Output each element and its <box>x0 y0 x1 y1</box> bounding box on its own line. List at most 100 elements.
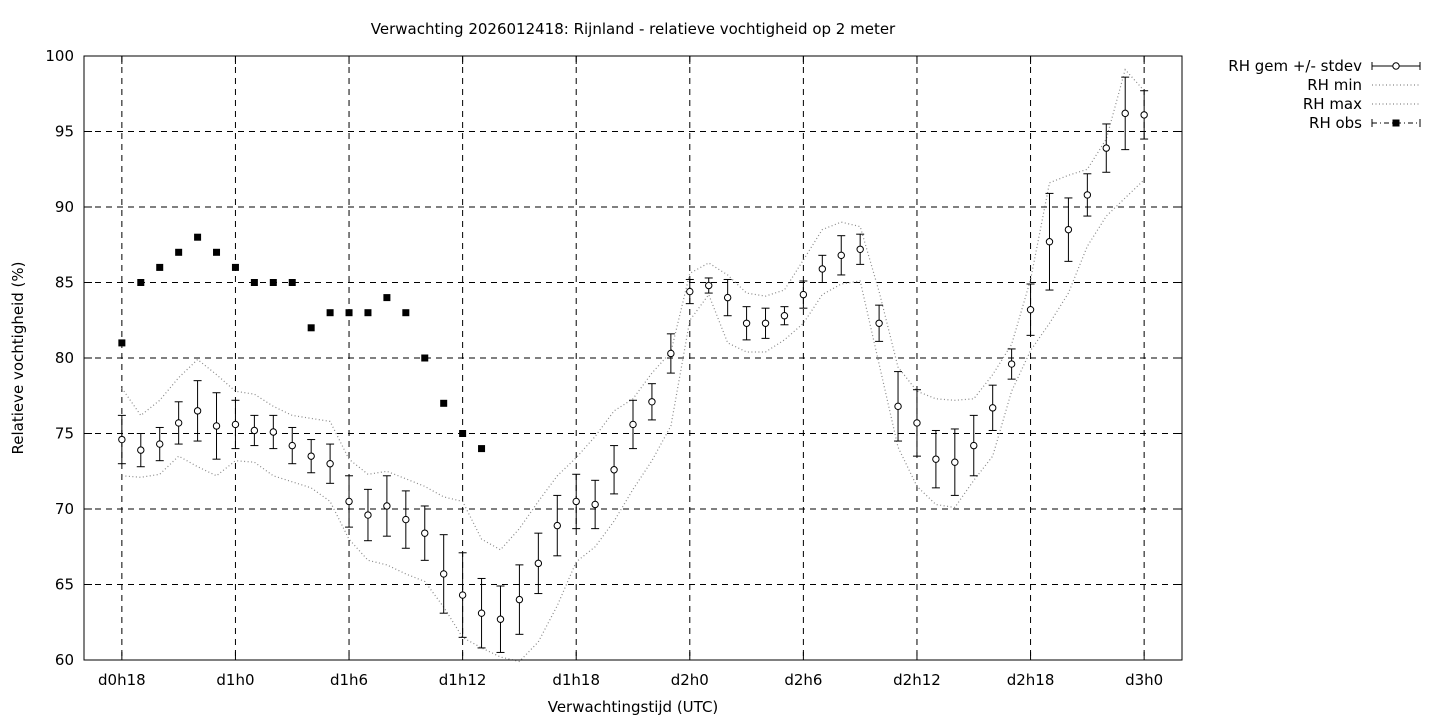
mean-point <box>383 502 391 510</box>
x-tick-label: d2h18 <box>1007 671 1055 689</box>
obs-point <box>402 309 410 317</box>
mean-point <box>212 422 221 430</box>
obs-point <box>326 309 334 317</box>
axis-ticks: 60 65 70 75 80 85 90 95 100 d0h18 d1h0 d1h6 d1h12 d1h… <box>45 47 1182 689</box>
mean-point <box>629 420 637 429</box>
mean-point <box>1102 144 1110 152</box>
mean-point <box>648 398 656 406</box>
obs-point <box>213 248 221 256</box>
y-tick-label: 60 <box>55 651 74 669</box>
mean-point <box>534 559 543 568</box>
series-layer <box>117 68 1149 663</box>
obs-point <box>478 445 486 453</box>
y-tick-label: 90 <box>55 198 74 216</box>
mean-point <box>439 570 448 578</box>
mean-point <box>553 521 561 530</box>
mean-point <box>137 446 145 454</box>
obs-point <box>137 279 145 286</box>
mean-point <box>118 435 126 444</box>
chart-title: Verwachting 2026012418: Rijnland - relat… <box>371 20 896 38</box>
y-tick-label: 75 <box>55 425 74 443</box>
mean-point <box>1064 225 1073 234</box>
legend-label: RH max <box>1303 95 1362 113</box>
mean-point <box>515 595 524 604</box>
obs-point <box>194 233 202 241</box>
obs-point <box>459 430 467 437</box>
mean-point <box>307 452 315 460</box>
obs-point <box>364 309 372 317</box>
mean-point <box>572 497 580 506</box>
mean-point <box>932 455 940 463</box>
obs-point <box>307 324 315 332</box>
mean-point <box>818 265 827 273</box>
mean-point <box>761 319 770 327</box>
legend-label: RH gem +/- stdev <box>1228 57 1362 75</box>
obs-point <box>345 309 353 317</box>
grid <box>84 56 1182 660</box>
mean-point <box>913 419 921 427</box>
mean-point <box>591 500 599 509</box>
mean-point <box>326 460 334 468</box>
mean-point <box>364 511 372 519</box>
mean-point <box>742 319 751 327</box>
obs-point <box>440 399 448 407</box>
obs-point <box>156 263 164 271</box>
mean-point <box>402 515 410 524</box>
mean-point <box>951 458 959 466</box>
mean-point <box>477 609 486 617</box>
mean-point <box>1083 191 1092 199</box>
x-tick-label: d2h6 <box>784 671 822 689</box>
x-tick-label: d2h12 <box>893 671 941 689</box>
mean-point <box>193 407 202 415</box>
mean-point <box>1121 109 1129 118</box>
legend-label: RH obs <box>1309 114 1362 132</box>
mean-point <box>667 349 675 358</box>
x-tick-label: d1h0 <box>216 671 254 689</box>
y-axis-label: Relatieve vochtigheid (%) <box>9 261 27 454</box>
legend-swatch-marker <box>1392 62 1400 70</box>
mean-point <box>988 404 997 412</box>
mean-point <box>250 426 259 435</box>
mean-point <box>1007 360 1016 368</box>
mean-point <box>1140 111 1148 119</box>
mean-point <box>970 441 978 450</box>
x-axis-label: Verwachtingstijd (UTC) <box>548 698 719 716</box>
y-tick-label: 85 <box>55 274 74 292</box>
plot-frame <box>83 55 1183 661</box>
mean-point <box>856 245 864 253</box>
y-tick-label: 80 <box>55 349 74 367</box>
mean-point <box>174 419 183 427</box>
mean-point <box>458 591 467 599</box>
x-tick-label: d3h0 <box>1125 671 1163 689</box>
obs-point <box>250 279 258 286</box>
mean-point <box>799 290 808 299</box>
mean-point <box>156 440 164 448</box>
obs-point <box>175 248 183 256</box>
mean-point <box>269 428 278 436</box>
y-tick-label: 65 <box>55 576 74 594</box>
mean-point <box>288 441 296 450</box>
y-tick-label: 95 <box>55 123 74 141</box>
x-tick-label: d1h12 <box>439 671 487 689</box>
x-tick-label: d2h0 <box>671 671 709 689</box>
y-tick-label: 100 <box>45 47 74 65</box>
legend-label: RH min <box>1307 76 1362 94</box>
mean-point <box>705 281 713 290</box>
mean-point <box>1026 305 1035 314</box>
mean-point <box>421 529 429 537</box>
mean-point <box>496 615 505 623</box>
mean-point <box>610 466 618 474</box>
obs-point <box>383 294 391 302</box>
mean-point <box>345 497 353 506</box>
series-line-rh-min <box>121 179 1145 663</box>
y-tick-label: 70 <box>55 500 74 518</box>
mean-point <box>1045 238 1054 246</box>
mean-point <box>894 402 902 411</box>
obs-point <box>421 354 429 362</box>
obs-point <box>288 279 296 286</box>
x-tick-label: d1h18 <box>552 671 600 689</box>
mean-point <box>723 293 732 302</box>
obs-point <box>231 263 239 271</box>
